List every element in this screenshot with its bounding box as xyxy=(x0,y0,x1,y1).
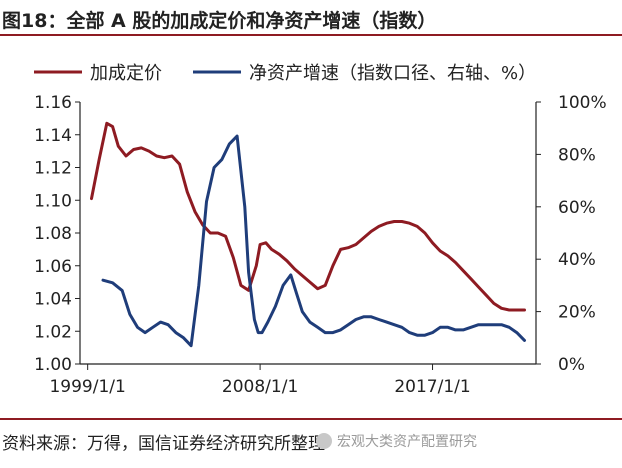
y-tick-label-right: 80% xyxy=(558,145,596,165)
source-note: 资料来源：万得，国信证券经济研究所整理 xyxy=(2,434,325,454)
watermark: 宏观大类资产配置研究 xyxy=(316,431,477,451)
x-tick-label: 1999/1/1 xyxy=(49,377,125,397)
y-tick-label-left: 1.12 xyxy=(34,159,72,179)
y-tick-label-right: 0% xyxy=(558,355,585,375)
wechat-icon xyxy=(316,433,332,449)
legend: 加成定价 净资产增速（指数口径、右轴、%） xyxy=(34,63,536,84)
y-tick-label-left: 1.10 xyxy=(34,191,72,211)
y-tick-label-right: 40% xyxy=(558,250,596,270)
series-line-markup xyxy=(90,121,526,312)
y-tick-label-right: 60% xyxy=(558,198,596,218)
y-tick-label-right: 20% xyxy=(558,303,596,323)
y-tick-label-left: 1.04 xyxy=(34,290,72,310)
series-line-growth xyxy=(101,134,526,348)
figure-title: 图18：全部 A 股的加成定价和净资产增速（指数） xyxy=(2,10,437,32)
title-bar: 图18：全部 A 股的加成定价和净资产增速（指数） xyxy=(0,0,622,36)
y-tick-label-left: 1.14 xyxy=(34,126,72,146)
chart: 加成定价 净资产增速（指数口径、右轴、%） 1.001.021.041.061.… xyxy=(34,63,607,397)
plot-area xyxy=(90,121,526,348)
y-tick-label-left: 1.16 xyxy=(34,93,72,113)
y-tick-label-left: 1.08 xyxy=(34,224,72,244)
axes: 1.00 1.02 1.04 1.06 1.08 1.10 1.12 1.14 1.16 0% 20… xyxy=(34,93,606,397)
y-tick-label-left: 1.02 xyxy=(34,322,72,342)
y-tick-label-left: 1.06 xyxy=(34,257,72,277)
x-tick-label: 2017/1/1 xyxy=(394,377,470,397)
y-tick-label-left: 1.00 xyxy=(34,355,72,375)
source-rule xyxy=(0,418,622,420)
watermark-text: 宏观大类资产配置研究 xyxy=(337,434,477,450)
legend-label-markup: 加成定价 xyxy=(90,63,162,84)
x-tick-label: 2008/1/1 xyxy=(222,377,298,397)
y-tick-label-right: 100% xyxy=(558,93,607,113)
legend-label-growth: 净资产增速（指数口径、右轴、%） xyxy=(249,63,536,84)
